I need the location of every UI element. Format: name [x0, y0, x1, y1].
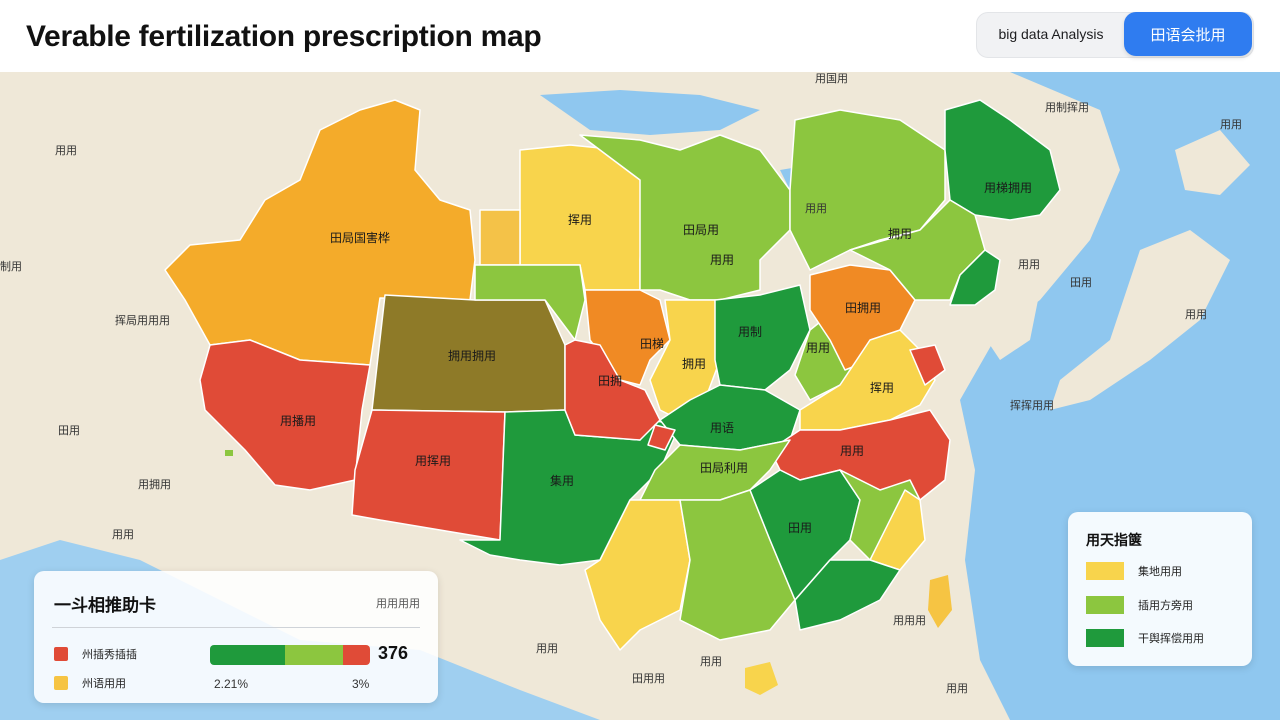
place-label: 制用: [0, 260, 22, 273]
region-label: 用梯拥用: [984, 181, 1032, 195]
app-header: Verable fertilization prescription map b…: [0, 0, 1280, 72]
place-label: 用用: [1185, 308, 1207, 321]
region-bb[interactable]: [869, 489, 926, 571]
distribution-bar: [210, 645, 370, 665]
legend-swatch: [1086, 562, 1124, 580]
total-value: 376: [378, 643, 409, 663]
region-cc[interactable]: [794, 559, 901, 631]
region-label: 集用: [550, 473, 574, 488]
region-ee[interactable]: [909, 344, 946, 386]
place-label: 田用用: [632, 672, 665, 685]
island-taiwan: [928, 575, 952, 628]
island-east: [1050, 230, 1230, 410]
region-label: 用挥用: [415, 454, 451, 468]
legend-swatch: [1086, 596, 1124, 614]
place-label: 用用: [536, 642, 558, 655]
place-label: 用用用: [893, 614, 926, 627]
region-label: 拥用拥用: [448, 349, 496, 363]
divider: [52, 627, 420, 628]
primary-action-button[interactable]: 田语会批用: [1124, 12, 1252, 56]
legend-label: 集地用用: [1138, 565, 1182, 578]
region-label: 挥用: [870, 381, 894, 395]
legend-item: 集地用用: [1086, 562, 1182, 580]
region-r[interactable]: [944, 99, 1061, 221]
region-label: 挥用: [568, 213, 592, 227]
status-row-label: 州语用用: [82, 677, 126, 690]
legend-swatch: [1086, 629, 1124, 647]
region-c[interactable]: [199, 339, 371, 491]
region-label: 田梯: [640, 337, 664, 351]
big-data-analysis-button[interactable]: big data Analysis: [998, 26, 1104, 42]
status-row-label: 州插秀插插: [82, 648, 137, 661]
place-label: 用用: [805, 202, 827, 215]
region-label: 用语: [710, 421, 734, 435]
legend-title: 用天指箧: [1086, 533, 1142, 549]
place-label: 挥挥用用: [1010, 399, 1054, 412]
place-label: 用用: [55, 144, 77, 157]
region-g[interactable]: [479, 209, 521, 266]
region-label: 田局利用: [700, 461, 748, 475]
lake-north: [540, 90, 760, 135]
region-label: 田拥: [598, 374, 622, 388]
place-label: 用用: [112, 528, 134, 541]
place-label: 用拥用: [138, 477, 171, 491]
region-t[interactable]: [949, 249, 1001, 306]
status-panel-note: 用用用用: [376, 597, 420, 610]
place-label: 用用: [946, 682, 968, 695]
legend-item: 插用方旁用: [1086, 596, 1193, 614]
place-label: 用制挥用: [1045, 101, 1089, 114]
region-label: 用用: [710, 253, 734, 267]
place-label: 用用: [1220, 118, 1242, 131]
bar-segment: [210, 645, 286, 665]
page-title: Verable fertilization prescription map: [26, 20, 542, 53]
island-hainan: [745, 662, 778, 695]
bar-segment: [285, 645, 343, 665]
region-m[interactable]: [714, 284, 811, 391]
percent-right: 3%: [352, 677, 370, 691]
status-panel-title: 一斗相推助卡: [54, 596, 156, 616]
place-label: 用国用: [815, 72, 848, 85]
region-label: 田局用: [683, 223, 719, 237]
region-y[interactable]: [679, 489, 796, 641]
place-label: 挥局用用用: [115, 314, 170, 327]
region-label: 田局国害桦: [330, 230, 390, 245]
region-label: 田拥用: [845, 301, 881, 315]
region-label: 用用: [806, 341, 830, 355]
status-panel: 一斗相推助卡 用用用用 州插秀插插 州语用用 376 2.21% 3%: [34, 571, 438, 703]
place-label: 用用: [1018, 258, 1040, 271]
legend-label: 干舆挥偿用用: [1138, 632, 1204, 645]
place-label: 田用: [1070, 276, 1092, 289]
status-swatch: [54, 647, 68, 661]
percent-left: 2.21%: [214, 677, 249, 691]
legend-item: 干舆挥偿用用: [1086, 629, 1204, 647]
region-label: 田用: [788, 521, 812, 535]
status-row: 州语用用: [54, 675, 126, 691]
map-legend: 用天指箧 集地用用 插用方旁用 干舆挥偿用用: [1068, 512, 1252, 666]
bar-segment: [342, 645, 370, 665]
legend-label: 插用方旁用: [1138, 599, 1193, 612]
status-row: 州插秀插插: [54, 646, 137, 662]
region-label: 用制: [738, 325, 762, 339]
region-label: 拥用: [888, 227, 912, 241]
region-i[interactable]: [579, 134, 791, 301]
region-label: 用播用: [280, 414, 316, 428]
marker-small: [225, 450, 233, 456]
status-swatch: [54, 676, 68, 690]
place-label: 田用: [58, 424, 80, 437]
region-k[interactable]: [564, 339, 661, 441]
region-label: 用用: [840, 444, 864, 458]
region-label: 拥用: [682, 357, 706, 371]
region-dd[interactable]: [647, 424, 676, 451]
island-north: [1175, 130, 1250, 195]
place-label: 用用: [700, 655, 722, 668]
